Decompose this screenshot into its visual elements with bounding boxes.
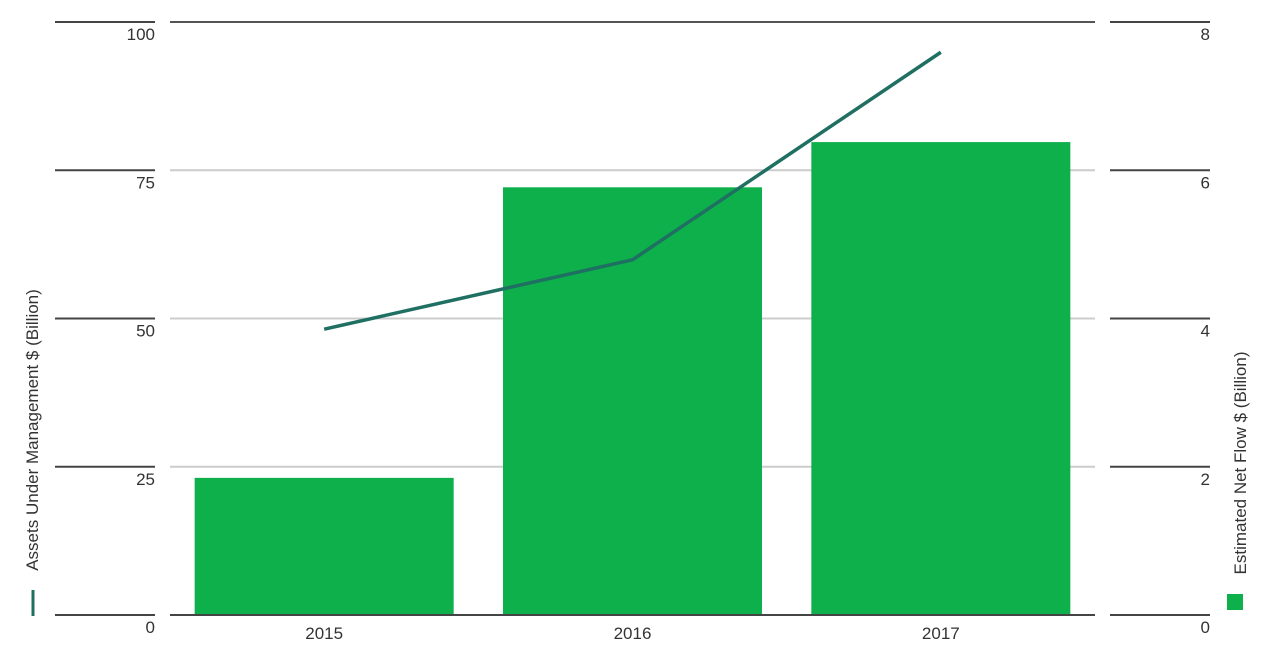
bar bbox=[194, 477, 454, 615]
bar bbox=[811, 142, 1071, 615]
line bbox=[323, 50, 942, 331]
y2-tick-label: 8 bbox=[1201, 25, 1210, 44]
y2-axis-title: Estimated Net Flow $ (Billion) bbox=[1231, 352, 1250, 575]
legend-bar-marker bbox=[1227, 594, 1243, 610]
y2-tick-label: 4 bbox=[1201, 322, 1210, 341]
y-axis-title: Assets Under Management $ (Billion) bbox=[23, 289, 42, 571]
x-tick-label: 2015 bbox=[305, 624, 343, 643]
y2-tick-label: 0 bbox=[1201, 618, 1210, 637]
bar bbox=[503, 187, 762, 615]
y-tick-label: 0 bbox=[146, 618, 155, 637]
y2-tick-label: 2 bbox=[1201, 470, 1210, 489]
y-tick-label: 75 bbox=[136, 173, 155, 192]
y-tick-label: 25 bbox=[136, 470, 155, 489]
y2-tick-label: 6 bbox=[1201, 173, 1210, 192]
y-tick-label: 100 bbox=[127, 25, 155, 44]
x-tick-label: 2016 bbox=[614, 624, 652, 643]
y-tick-label: 50 bbox=[136, 322, 155, 341]
x-tick-label: 2017 bbox=[922, 624, 960, 643]
